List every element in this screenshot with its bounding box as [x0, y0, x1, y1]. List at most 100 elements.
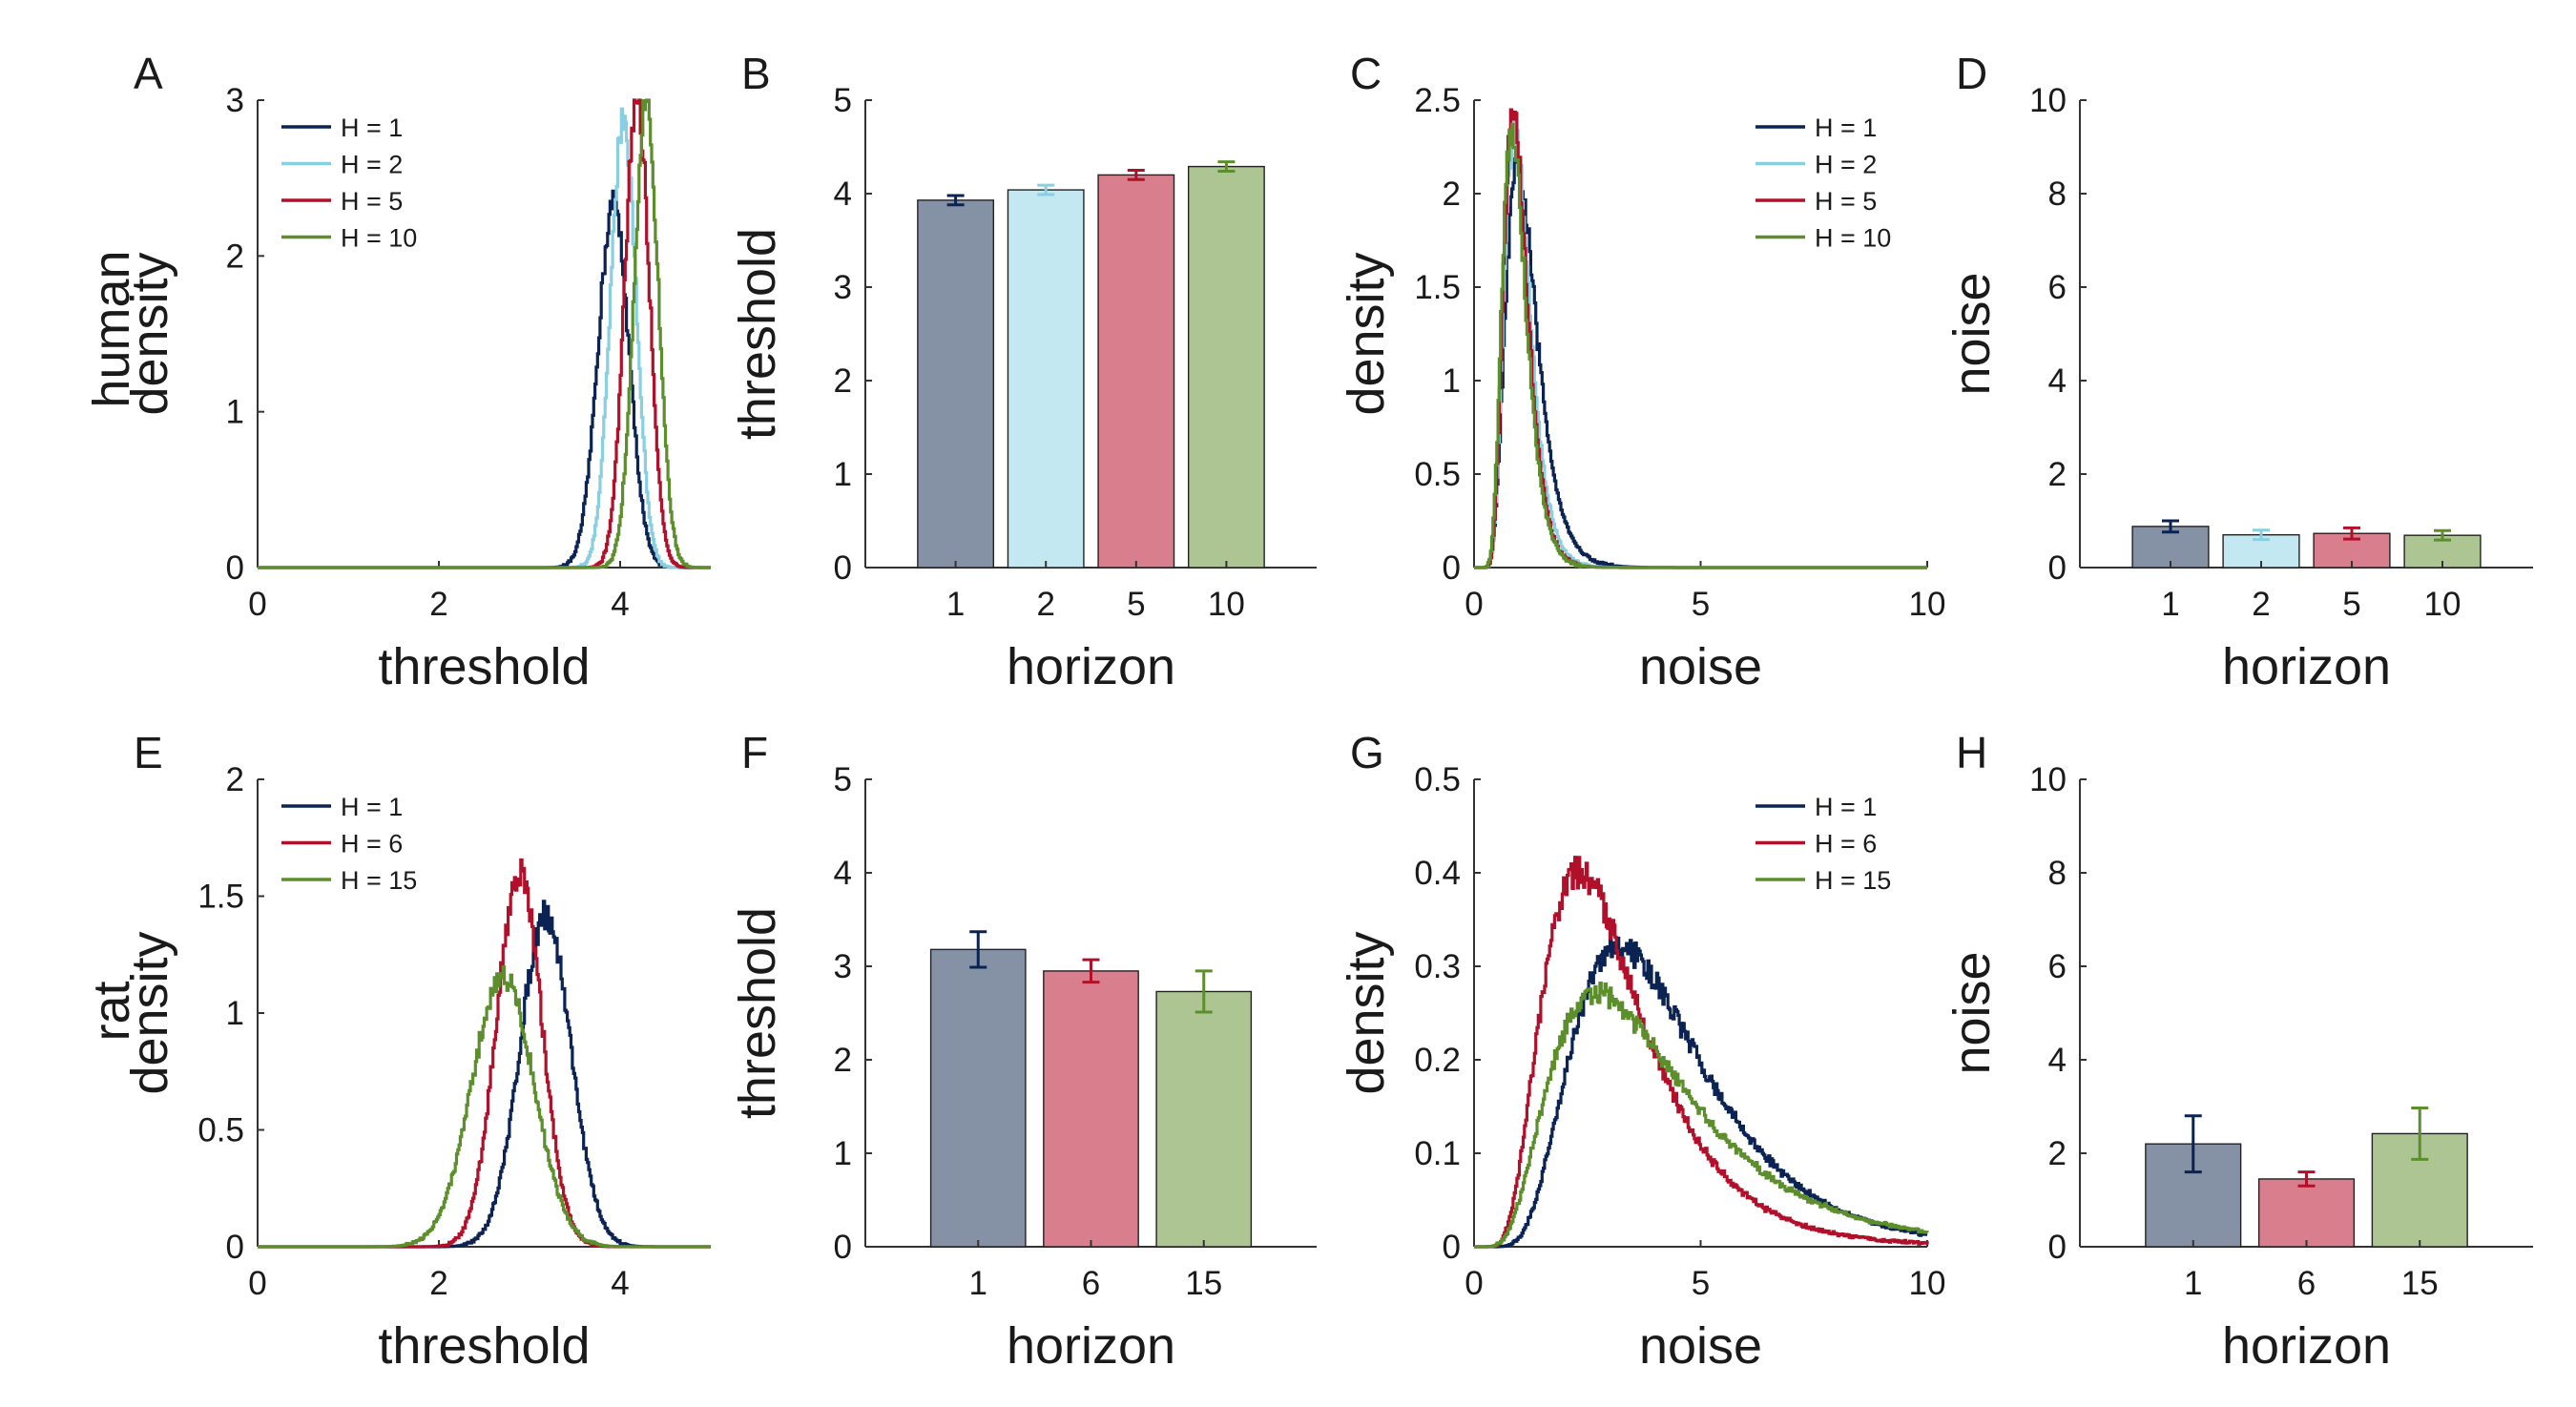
y-tick-label: 8 [2048, 176, 2067, 213]
legend: H = 1 H = 6 H = 15 [281, 793, 417, 895]
bar [1187, 165, 1265, 569]
bar [1155, 990, 1253, 1248]
y-tick-label: 0 [2048, 549, 2067, 587]
error-bar [969, 930, 987, 969]
series-line [258, 98, 711, 569]
panel-f: F 0 1 2 3 4 5 threshold horizon 1 6 15 [729, 728, 1317, 1375]
y-tick-label: 10 [2029, 761, 2067, 798]
series-line [258, 189, 711, 569]
y-tick-label: 0.2 [1414, 1042, 1461, 1079]
error-bar [1217, 160, 1236, 173]
series-line [1474, 153, 1927, 569]
y-tick-label: 4 [2048, 362, 2067, 400]
legend-entry: H = 10 [341, 224, 417, 253]
x-tick-label: 5 [1692, 1265, 1710, 1302]
y-tick-label: 0 [834, 1229, 852, 1266]
panel-label: F [741, 728, 768, 777]
x-tick-label: 6 [1082, 1265, 1100, 1302]
legend-entry: H = 1 [1815, 793, 1877, 821]
x-axis-label: threshold [378, 1317, 590, 1375]
error-bar [2297, 1170, 2316, 1188]
x-tick-label: 5 [1127, 586, 1145, 623]
x-tick-label: 1 [2184, 1265, 2202, 1302]
x-tick-label: 0 [248, 586, 266, 623]
x-tick-label: 10 [1208, 586, 1245, 623]
y-tick-label: 0 [1443, 549, 1461, 587]
x-axis-label: noise [1639, 1317, 1762, 1375]
legend-entry: H = 15 [341, 866, 417, 895]
error-bar [2411, 1106, 2429, 1161]
panel-label: H [1956, 728, 1987, 777]
y-tick-label: 5 [834, 761, 852, 798]
error-bar [1127, 169, 1145, 181]
y-tick-label: 2 [2048, 456, 2067, 493]
y-axis-label: density [121, 252, 178, 415]
legend: H = 1 H = 2 H = 5 H = 10 [281, 114, 417, 253]
y-tick-label: 0 [2048, 1229, 2067, 1266]
series-line [258, 858, 711, 1249]
y-tick-label: 0.5 [1414, 456, 1461, 493]
legend-entry: H = 2 [1815, 151, 1877, 179]
y-tick-label: 0 [1443, 1229, 1461, 1266]
x-axis-label: horizon [2222, 638, 2391, 695]
x-axis-label: noise [1639, 638, 1762, 695]
y-axis-label: density [1338, 931, 1395, 1094]
y-tick-label: 0 [226, 549, 244, 587]
error-bar [1195, 969, 1213, 1014]
x-tick-label: 10 [2424, 586, 2462, 623]
bar [917, 199, 995, 569]
series-line [258, 965, 711, 1249]
x-tick-label: 2 [1036, 586, 1054, 623]
legend-entry: H = 15 [1815, 866, 1891, 895]
y-tick-label: 2 [834, 362, 852, 400]
y-tick-label: 1.5 [1414, 269, 1461, 306]
bar [1043, 970, 1139, 1248]
y-tick-label: 8 [2048, 855, 2067, 892]
error-bar [1082, 958, 1100, 984]
row-label-bottom: rat [83, 981, 140, 1041]
x-tick-label: 10 [1909, 1265, 1946, 1302]
x-axis-label: horizon [2222, 1317, 2391, 1375]
error-bar [2162, 519, 2179, 534]
panel-label: C [1350, 49, 1381, 98]
y-tick-label: 0.3 [1414, 948, 1461, 985]
y-tick-label: 2 [1443, 176, 1461, 213]
y-tick-label: 0.5 [1414, 761, 1461, 798]
y-tick-label: 2 [226, 238, 244, 275]
y-tick-label: 2 [834, 1042, 852, 1079]
legend-entry: H = 1 [341, 114, 403, 142]
x-tick-label: 1 [2161, 586, 2179, 623]
x-tick-label: 1 [946, 586, 965, 623]
y-axis-label: density [1338, 252, 1395, 415]
x-tick-label: 4 [611, 586, 629, 623]
x-axis-label: horizon [1007, 638, 1175, 695]
y-tick-label: 0.5 [197, 1112, 244, 1149]
x-tick-label: 2 [429, 586, 447, 623]
panel-label: G [1350, 728, 1384, 777]
legend-entry: H = 10 [1815, 224, 1891, 253]
x-tick-label: 15 [1185, 1265, 1222, 1302]
bar [1097, 174, 1175, 569]
x-tick-label: 0 [1465, 1265, 1483, 1302]
series-line [1474, 856, 1929, 1249]
y-axis-label: threshold [729, 907, 786, 1119]
row-label-top: human [83, 250, 140, 407]
legend-entry: H = 1 [1815, 114, 1877, 142]
error-bar [2343, 526, 2360, 541]
legend: H = 1 H = 6 H = 15 [1755, 793, 1891, 895]
y-tick-label: 3 [226, 82, 244, 119]
y-tick-label: 4 [834, 855, 852, 892]
x-tick-label: 10 [1909, 586, 1946, 623]
error-bar [2434, 528, 2451, 542]
panel-d: D 0 2 4 6 8 10 noise horizon 1 2 5 10 [1943, 49, 2533, 695]
y-tick-label: 1 [226, 394, 244, 431]
error-bar [1037, 183, 1055, 197]
y-tick-label: 3 [834, 269, 852, 306]
x-tick-label: 15 [2401, 1265, 2439, 1302]
x-tick-label: 0 [1465, 586, 1483, 623]
x-tick-label: 5 [1692, 586, 1710, 623]
